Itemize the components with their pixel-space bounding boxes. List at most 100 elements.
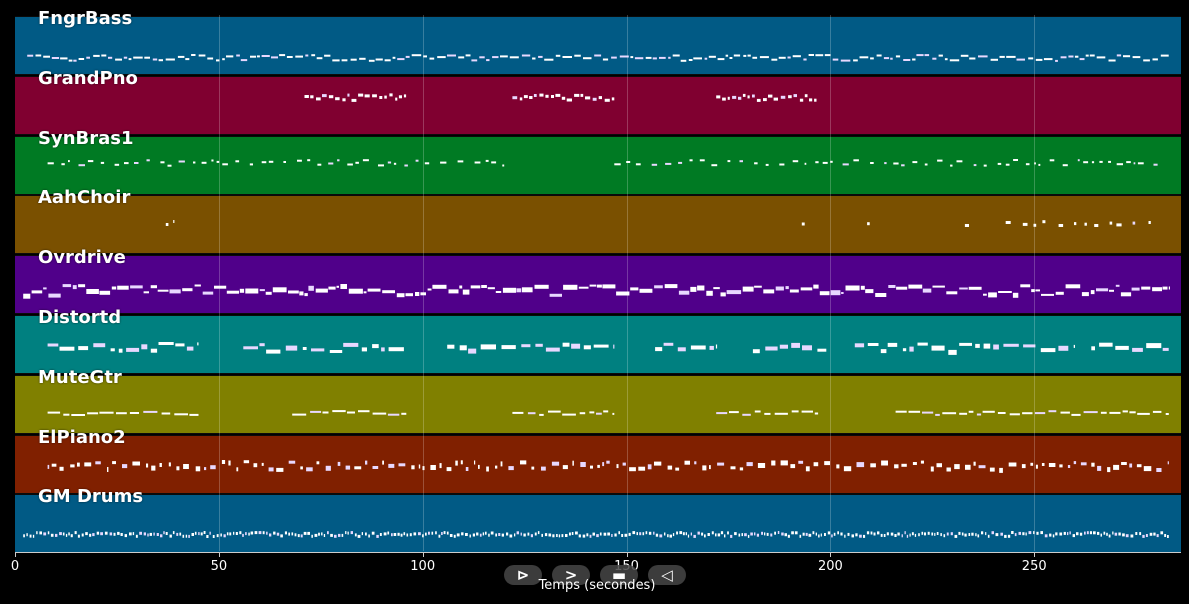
- note-mark: [779, 344, 788, 349]
- note-mark: [1077, 158, 1080, 161]
- note-mark: [126, 347, 140, 352]
- note-mark: [675, 467, 680, 471]
- note-mark: [873, 532, 876, 536]
- note-mark: [431, 532, 434, 536]
- track-lane[interactable]: [15, 374, 1181, 434]
- note-mark: [859, 535, 862, 539]
- track-lane[interactable]: [15, 195, 1181, 255]
- play-back-button[interactable]: ◁: [648, 565, 686, 585]
- note-mark: [1133, 161, 1136, 164]
- note-mark: [1112, 531, 1114, 535]
- note-mark: [562, 464, 568, 469]
- note-mark: [153, 532, 155, 536]
- play-forward-button[interactable]: ⊳: [504, 565, 542, 585]
- note-mark: [36, 531, 38, 535]
- note-mark: [388, 347, 404, 352]
- note-mark: [243, 346, 258, 350]
- note-mark: [1074, 222, 1077, 226]
- track-lane[interactable]: [15, 315, 1181, 374]
- note-mark: [596, 534, 599, 538]
- note-mark: [590, 465, 593, 469]
- note-mark: [738, 96, 742, 100]
- track-lane[interactable]: [15, 255, 1181, 315]
- note-mark: [866, 531, 870, 535]
- note-mark: [638, 466, 646, 471]
- note-mark: [400, 534, 403, 538]
- note-mark: [565, 534, 568, 538]
- note-mark: [63, 413, 70, 416]
- note-mark: [314, 534, 318, 538]
- note-mark: [295, 55, 303, 58]
- note-mark: [186, 346, 194, 351]
- note-mark: [1048, 462, 1056, 467]
- note-mark: [680, 59, 687, 62]
- note-mark: [539, 93, 544, 97]
- track-lane[interactable]: [15, 434, 1181, 494]
- note-mark: [552, 534, 555, 538]
- note-mark: [612, 412, 615, 415]
- note-mark: [194, 284, 201, 287]
- note-mark: [214, 285, 227, 289]
- note-mark: [150, 348, 158, 353]
- note-mark: [618, 531, 620, 535]
- note-mark: [1149, 533, 1153, 537]
- note-mark: [690, 345, 706, 350]
- note-mark: [927, 532, 930, 536]
- note-mark: [363, 291, 367, 294]
- note-mark: [112, 460, 116, 464]
- next-button[interactable]: >: [552, 565, 590, 585]
- note-mark: [606, 460, 610, 464]
- note-mark: [630, 287, 639, 291]
- note-mark: [629, 466, 636, 471]
- note-mark: [1049, 533, 1052, 537]
- note-mark: [538, 55, 543, 58]
- note-mark: [672, 533, 675, 537]
- note-mark: [901, 463, 907, 467]
- note-mark: [711, 163, 718, 166]
- note-mark: [288, 290, 299, 294]
- note-mark: [418, 464, 421, 469]
- note-mark: [539, 413, 544, 416]
- note-mark: [594, 54, 602, 57]
- note-mark: [1164, 534, 1167, 538]
- note-mark: [932, 57, 937, 60]
- note-mark: [422, 465, 425, 470]
- note-mark: [793, 93, 797, 97]
- note-mark: [1006, 55, 1016, 58]
- note-mark: [679, 531, 683, 535]
- note-mark: [569, 532, 571, 536]
- stop-button[interactable]: ▬: [600, 565, 638, 585]
- note-mark: [890, 57, 893, 60]
- note-mark: [207, 57, 214, 60]
- note-mark: [908, 410, 921, 413]
- note-mark: [727, 159, 731, 162]
- note-mark: [574, 54, 581, 57]
- note-mark: [1065, 284, 1081, 289]
- note-mark: [292, 413, 307, 416]
- note-mark: [1000, 533, 1003, 537]
- track-name: MuteGtr: [38, 366, 122, 388]
- note-mark: [132, 461, 140, 466]
- note-mark: [389, 93, 393, 97]
- note-mark: [950, 164, 953, 167]
- note-mark: [812, 531, 815, 535]
- note-mark: [101, 54, 107, 57]
- note-mark: [117, 532, 120, 536]
- note-mark: [133, 56, 143, 59]
- track-lane[interactable]: [15, 494, 1181, 554]
- note-mark: [361, 347, 367, 352]
- track-lane[interactable]: [15, 135, 1181, 195]
- note-mark: [152, 58, 158, 61]
- note-mark: [959, 342, 972, 346]
- note-mark: [659, 56, 666, 59]
- note-mark: [1109, 411, 1121, 414]
- note-mark: [685, 532, 687, 536]
- note-mark: [47, 161, 54, 164]
- note-mark: [792, 55, 801, 58]
- note-mark: [770, 533, 773, 537]
- note-mark: [1052, 534, 1055, 538]
- note-mark: [1116, 223, 1122, 227]
- track-lane[interactable]: [15, 75, 1181, 135]
- note-mark: [108, 56, 113, 59]
- track-lane[interactable]: [15, 16, 1181, 75]
